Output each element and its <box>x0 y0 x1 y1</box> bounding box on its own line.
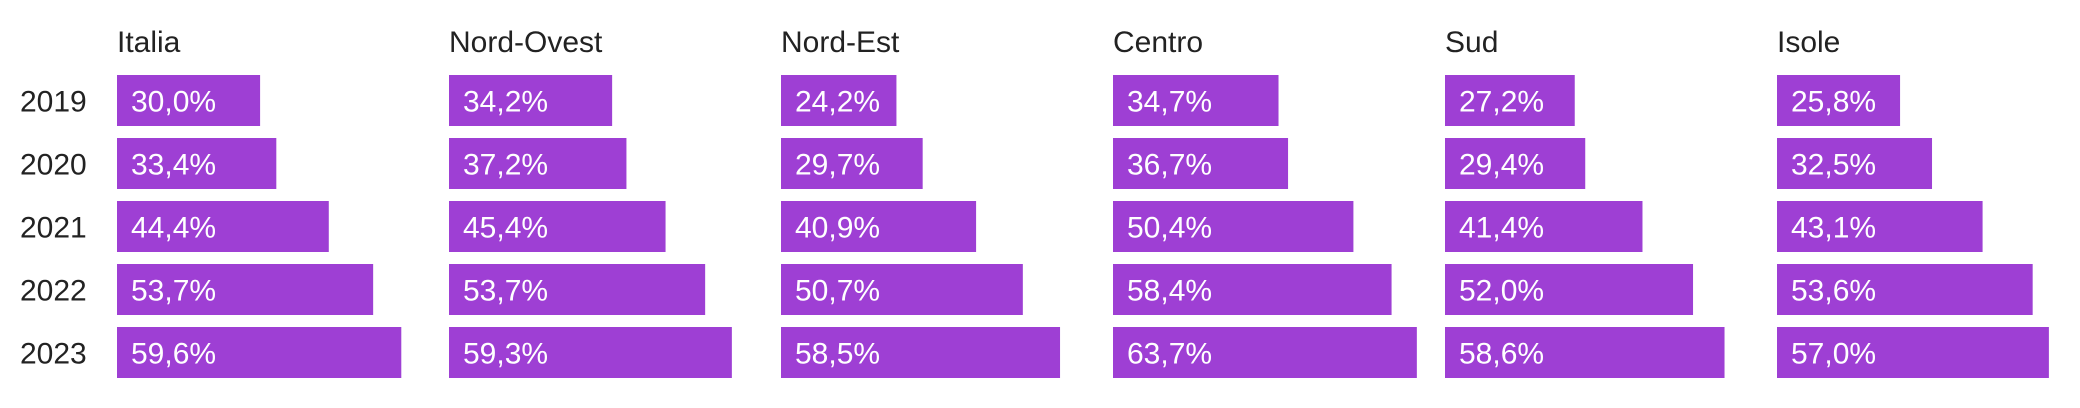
bar-isole-2022 <box>1777 264 2033 315</box>
bar-value-label-nord-est-2022: 50,7% <box>795 275 880 308</box>
year-label-2023: 2023 <box>20 338 87 371</box>
panel-title-isole: Isole <box>1777 26 1840 59</box>
bar-value-label-italia-2021: 44,4% <box>131 212 216 245</box>
bar-isole-2020 <box>1777 138 1933 189</box>
bar-value-label-isole-2021: 43,1% <box>1791 212 1876 245</box>
bar-value-label-isole-2019: 25,8% <box>1791 86 1876 119</box>
bar-isole-2021 <box>1777 201 1983 252</box>
panel-italia: Italia 30,0% 33,4% 44,4% 53,7% 59,6% <box>117 26 402 378</box>
year-label-2019: 2019 <box>20 86 87 119</box>
bar-value-label-nord-est-2023: 58,5% <box>795 338 880 371</box>
bar-nord-ovest-2022 <box>449 264 706 315</box>
bar-value-label-sud-2020: 29,4% <box>1459 149 1544 182</box>
bar-value-label-nord-ovest-2019: 34,2% <box>463 86 548 119</box>
bar-nord-est-2019 <box>781 75 897 126</box>
bar-centro-2020 <box>1113 138 1289 189</box>
bar-nord-ovest-2023 <box>449 327 732 378</box>
bar-value-label-sud-2022: 52,0% <box>1459 275 1544 308</box>
bar-value-label-italia-2023: 59,6% <box>131 338 216 371</box>
year-label-2022: 2022 <box>20 275 87 308</box>
bar-value-label-nord-est-2020: 29,7% <box>795 149 880 182</box>
bar-value-label-nord-est-2021: 40,9% <box>795 212 880 245</box>
year-label-2021: 2021 <box>20 212 87 245</box>
bar-centro-2019 <box>1113 75 1279 126</box>
bar-sud-2021 <box>1445 201 1643 252</box>
year-label-2020: 2020 <box>20 149 87 182</box>
bar-centro-2023 <box>1113 327 1417 378</box>
bar-value-label-italia-2019: 30,0% <box>131 86 216 119</box>
bar-italia-2021 <box>117 201 329 252</box>
bar-sud-2019 <box>1445 75 1575 126</box>
bar-nord-ovest-2020 <box>449 138 627 189</box>
bar-centro-2021 <box>1113 201 1354 252</box>
bar-nord-est-2022 <box>781 264 1023 315</box>
bar-isole-2023 <box>1777 327 2049 378</box>
bar-italia-2022 <box>117 264 374 315</box>
bar-value-label-nord-ovest-2022: 53,7% <box>463 275 548 308</box>
panel-isole: Isole 25,8% 32,5% 43,1% 53,6% 57,0% <box>1777 26 2049 378</box>
bar-nord-est-2023 <box>781 327 1061 378</box>
bar-value-label-nord-est-2019: 24,2% <box>795 86 880 119</box>
bar-nord-ovest-2021 <box>449 201 666 252</box>
panel-title-nord-ovest: Nord-Ovest <box>449 26 603 59</box>
bar-value-label-centro-2020: 36,7% <box>1127 149 1212 182</box>
bar-value-label-nord-ovest-2021: 45,4% <box>463 212 548 245</box>
panel-sud: Sud 27,2% 29,4% 41,4% 52,0% 58,6% <box>1445 26 1725 378</box>
bar-italia-2020 <box>117 138 277 189</box>
bar-sud-2022 <box>1445 264 1694 315</box>
bar-value-label-italia-2022: 53,7% <box>131 275 216 308</box>
bar-value-label-isole-2023: 57,0% <box>1791 338 1876 371</box>
bar-value-label-centro-2023: 63,7% <box>1127 338 1212 371</box>
bar-value-label-nord-ovest-2020: 37,2% <box>463 149 548 182</box>
bar-sud-2020 <box>1445 138 1586 189</box>
bar-nord-est-2020 <box>781 138 923 189</box>
bar-centro-2022 <box>1113 264 1392 315</box>
bar-value-label-isole-2022: 53,6% <box>1791 275 1876 308</box>
bar-value-label-sud-2019: 27,2% <box>1459 86 1544 119</box>
year-axis-labels: 2019 2020 2021 2022 2023 <box>20 86 87 371</box>
chart-panels: Italia 30,0% 33,4% 44,4% 53,7% 59,6% Nord-Oves… <box>117 26 2049 378</box>
bar-value-label-centro-2019: 34,7% <box>1127 86 1212 119</box>
bar-italia-2019 <box>117 75 261 126</box>
panel-title-nord-est: Nord-Est <box>781 26 900 59</box>
panel-nord-ovest: Nord-Ovest 34,2% 37,2% 45,4% 53,7% 59,3% <box>449 26 732 378</box>
bar-italia-2023 <box>117 327 402 378</box>
bar-value-label-centro-2021: 50,4% <box>1127 212 1212 245</box>
bar-sud-2023 <box>1445 327 1725 378</box>
bar-value-label-sud-2023: 58,6% <box>1459 338 1544 371</box>
bar-isole-2019 <box>1777 75 1901 126</box>
bar-value-label-italia-2020: 33,4% <box>131 149 216 182</box>
bar-value-label-nord-ovest-2023: 59,3% <box>463 338 548 371</box>
panel-centro: Centro 34,7% 36,7% 50,4% 58,4% 63,7% <box>1113 26 1417 378</box>
panel-nord-est: Nord-Est 24,2% 29,7% 40,9% 50,7% 58,5% <box>781 26 1061 378</box>
bar-nord-ovest-2019 <box>449 75 613 126</box>
bar-value-label-centro-2022: 58,4% <box>1127 275 1212 308</box>
panel-title-sud: Sud <box>1445 26 1498 59</box>
panel-title-centro: Centro <box>1113 26 1203 59</box>
panel-title-italia: Italia <box>117 26 181 59</box>
bar-value-label-isole-2020: 32,5% <box>1791 149 1876 182</box>
bar-value-label-sud-2021: 41,4% <box>1459 212 1544 245</box>
bar-nord-est-2021 <box>781 201 977 252</box>
